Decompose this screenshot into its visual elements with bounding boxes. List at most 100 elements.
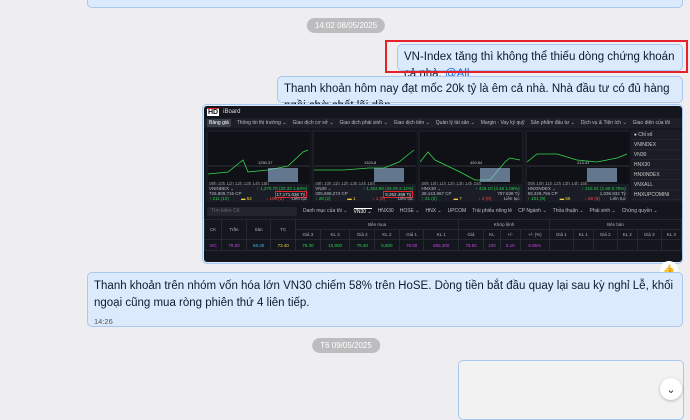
unchanged: ▬ 56	[559, 196, 571, 201]
decliners: ↓ 2 (0)	[478, 196, 492, 201]
image-message-loading[interactable]	[458, 360, 684, 420]
menu-item: Bảng giá	[207, 119, 231, 127]
menu-item: Margin - Vay ký quỹ	[480, 120, 525, 126]
table-cell: 10,800	[319, 239, 351, 251]
menu-item: Thông tin thị trường ⌄	[236, 120, 287, 126]
tab: CP Ngành ⌄	[518, 208, 547, 214]
table-cell: 5,800	[374, 239, 400, 251]
tab: Thỏa thuận ⌄	[552, 208, 584, 214]
index-turnover: 1,036.932 Tỷ	[599, 191, 626, 196]
date-separator: T6 09/05/2025	[312, 338, 380, 353]
col-ben-ban: Bên bán	[549, 219, 682, 230]
sub-header: Giá 3	[636, 229, 662, 240]
sub-header: KL 1	[423, 229, 460, 240]
index-volume: 59,329,766 CP	[527, 191, 558, 196]
tab: Chứng quyền ⌄	[621, 208, 658, 214]
reference-value: 420.64	[470, 160, 483, 165]
chevron-down-icon[interactable]: ⌄	[660, 378, 682, 400]
index-name: HNXINDEX ⌄	[527, 186, 556, 191]
sub-header: KL	[482, 229, 501, 240]
previous-message-bubble	[87, 0, 683, 8]
highlight-box	[385, 40, 688, 73]
hours-axis: 09h 10h 11h 12h 13h 14h 15h	[209, 181, 269, 186]
index-volume: 305,698,274 CP	[315, 191, 348, 196]
tab: Trái phiếu riêng lẻ	[472, 208, 513, 214]
col-ben-mua: Bên mua	[295, 219, 460, 230]
sub-header: KL 2	[374, 229, 400, 240]
table-cell: 100	[482, 239, 501, 251]
index-list-item[interactable]: ● Chỉ số	[630, 130, 682, 140]
volume-bars	[374, 168, 405, 182]
sub-header: Giá	[458, 229, 484, 240]
sub-header: KL 1	[572, 229, 594, 240]
session-status: Liên tục	[291, 196, 308, 201]
price-table: CK Trần Sàn TC Bên mua Khớp lệnh Bên bán…	[204, 219, 682, 251]
index-turnover: 17,171.036 Tỷ	[274, 191, 308, 198]
index-value: ↑ 1,270.70 (20.33 1.63%)	[256, 186, 308, 191]
index-panel[interactable]: 1250.37 09h 10h 11h 12h 13h 14h 15h VNIN…	[206, 130, 311, 202]
sub-header: KL 2	[616, 229, 638, 240]
sub-header: KL 3	[319, 229, 351, 240]
index-turnover: 797.638 Tỷ	[497, 191, 520, 196]
table-cell: 78.50	[458, 239, 484, 251]
tab: UPCOM	[447, 208, 467, 214]
price-line	[208, 149, 309, 175]
sub-header: Giá 3	[295, 229, 321, 240]
table-cell	[572, 239, 594, 251]
price-line	[420, 151, 521, 181]
session-status: Liên tục	[397, 196, 414, 201]
message-vn30: Thanh khoản trên nhóm vốn hóa lớn VN30 c…	[87, 272, 683, 327]
index-chart: 213.41	[526, 132, 629, 184]
decliners: ↓ 1 (0)	[372, 196, 385, 201]
index-list-item[interactable]: HNX30	[630, 160, 682, 170]
col-khop-lenh: Khớp lệnh	[458, 219, 550, 230]
table-cell	[592, 239, 618, 251]
index-panel[interactable]: 213.41 09h 10h 11h 12h 13h 14h 15h HNXIN…	[524, 130, 629, 202]
sub-header: Giá 2	[592, 229, 618, 240]
app-name: iBoard	[223, 109, 241, 115]
tab: HNX ⌄	[425, 208, 442, 214]
index-panel[interactable]: 420.64 09h 10h 11h 12h 13h 14h 15h HNX30…	[418, 130, 523, 202]
hours-axis: 09h 10h 11h 12h 13h 14h 15h	[527, 181, 588, 186]
table-cell	[636, 239, 662, 251]
volume-bars	[586, 168, 617, 182]
index-name: HNX30 ⌄	[421, 186, 441, 191]
hours-axis: 09h 10h 11h 12h 13h 14h 15h	[315, 181, 375, 186]
index-list-item[interactable]: HNXUPCOMINI	[630, 190, 682, 200]
reference-value: 1250.37	[258, 160, 273, 165]
tab: HNX30	[377, 208, 394, 214]
session-status: Liên tục	[503, 196, 520, 201]
hd-logo: HD	[207, 108, 220, 116]
menu-item: Giao dịch cơ sở ⌄	[292, 120, 334, 126]
col-tran: Trần	[221, 219, 247, 240]
table-cell	[549, 239, 574, 251]
sub-header: Giá 1	[398, 229, 425, 240]
volume-bars	[480, 168, 511, 182]
index-list: ● Chỉ số VNINDEX VN30 HNX30 HNXINDEX VNXALL HN…	[630, 130, 682, 202]
unchanged: ▬ 52	[241, 196, 252, 201]
table-cell: 78.30	[295, 239, 321, 251]
reference-value: 213.41	[577, 160, 590, 165]
table-cell: 78.50	[398, 239, 425, 251]
index-list-item[interactable]: VNXALL	[630, 180, 682, 190]
sub-header: +/- (%)	[519, 229, 551, 240]
table-cell: 655,300	[423, 239, 460, 251]
index-list-item[interactable]: VNINDEX	[630, 140, 682, 150]
col-tc: TC	[270, 219, 297, 240]
trading-board-screenshot[interactable]: HD iBoard Bảng giá Thông tin thị trường ⌄…	[204, 106, 682, 262]
index-volume: 38,143,967 CP	[421, 191, 452, 196]
index-list-item[interactable]: HNXINDEX	[630, 170, 682, 180]
index-turnover: 9,262.498 Tỷ	[383, 191, 414, 198]
index-chart: 1324.8	[314, 132, 417, 184]
index-list-item[interactable]: VN30	[630, 150, 682, 160]
volume-bars	[268, 168, 298, 182]
advancers: ↑ 21 (0)	[421, 196, 437, 201]
col-ck: CK	[204, 219, 223, 240]
table-cell: 5.10	[499, 239, 521, 251]
index-panel[interactable]: 1324.8 09h 10h 11h 12h 13h 14h 15h VN30 …	[312, 130, 417, 202]
sub-header: KL 3	[660, 229, 682, 240]
unchanged: ▬ 7	[453, 196, 462, 201]
advancers: ↑ 101 (9)	[527, 196, 546, 201]
table-cell	[616, 239, 638, 251]
reference-value: 1324.8	[364, 160, 377, 165]
